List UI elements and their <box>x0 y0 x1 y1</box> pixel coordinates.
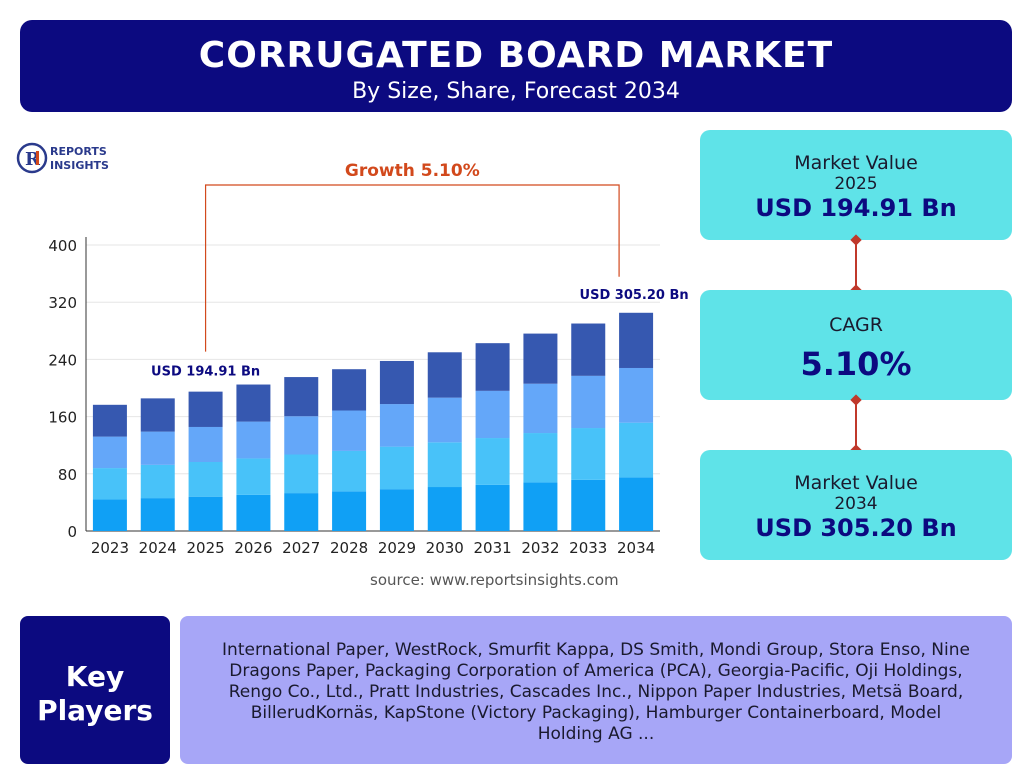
bar-segment-2029-3 <box>379 404 414 447</box>
source-note: source: www.reportsinsights.com <box>370 571 619 589</box>
bar-segment-2034-4 <box>619 312 654 368</box>
bar-segment-2030-2 <box>427 442 462 488</box>
y-tick-label: 0 <box>67 523 77 541</box>
y-tick-label: 400 <box>48 237 77 255</box>
x-tick-label: 2030 <box>426 539 464 557</box>
bar-segment-2031-4 <box>475 343 510 391</box>
bar-segment-2031-3 <box>475 390 510 439</box>
bar-segment-2025-1 <box>188 496 223 531</box>
bar-segment-2026-2 <box>236 458 271 495</box>
market-value-2034-year: 2034 <box>834 494 878 514</box>
market-value-2025-card: Market Value 2025 USD 194.91 Bn <box>700 130 1012 240</box>
market-value-2025-amount: USD 194.91 Bn <box>755 194 957 222</box>
x-tick-label: 2027 <box>282 539 320 557</box>
bar-segment-2023-1 <box>92 499 127 531</box>
value-label-2025: USD 194.91 Bn <box>151 365 260 380</box>
reports-insights-logo: R REPORTS INSIGHTS <box>16 142 136 176</box>
cagr-value: 5.10% <box>800 345 912 383</box>
header-banner: CORRUGATED BOARD MARKET By Size, Share, … <box>20 20 1012 112</box>
bar-segment-2032-2 <box>523 433 558 483</box>
bar-segment-2033-2 <box>571 428 606 480</box>
market-value-2025-year: 2025 <box>834 174 878 194</box>
bar-segment-2025-4 <box>188 391 223 427</box>
x-tick-label: 2034 <box>617 539 655 557</box>
bar-segment-2024-4 <box>140 398 175 432</box>
page-subtitle: By Size, Share, Forecast 2034 <box>352 79 680 104</box>
y-tick-label: 160 <box>48 409 77 427</box>
bar-segment-2029-4 <box>379 360 414 405</box>
bar-segment-2032-1 <box>523 482 558 531</box>
bar-segment-2031-1 <box>475 484 510 531</box>
bar-segment-2026-4 <box>236 384 271 422</box>
market-value-2034-label: Market Value <box>794 472 918 494</box>
bar-segment-2033-4 <box>571 323 606 376</box>
x-tick-label: 2023 <box>91 539 129 557</box>
logo-word-reports: REPORTS <box>50 145 107 158</box>
logo-mark-icon: R <box>16 142 48 174</box>
bar-segment-2030-4 <box>427 352 462 398</box>
bar-segment-2025-2 <box>188 462 223 497</box>
market-value-2025-label: Market Value <box>794 152 918 174</box>
bar-segment-2027-3 <box>284 416 319 455</box>
bar-segment-2024-3 <box>140 431 175 465</box>
x-tick-label: 2031 <box>473 539 511 557</box>
bar-segment-2034-1 <box>619 477 654 531</box>
bar-segment-2029-1 <box>379 489 414 531</box>
growth-bracket <box>204 184 620 352</box>
x-tick-label: 2026 <box>234 539 272 557</box>
market-bar-chart: 0 80 160 240 320 400 2023 2024 2025 2026 2027 2028 2… <box>48 161 689 557</box>
x-tick-label: 2032 <box>521 539 559 557</box>
bar-segment-2027-4 <box>284 377 319 417</box>
bar-segment-2034-2 <box>619 422 654 478</box>
bar-segment-2027-2 <box>284 454 319 494</box>
bar-segment-2030-1 <box>427 487 462 531</box>
x-tick-label: 2033 <box>569 539 607 557</box>
bar-segment-2028-3 <box>332 410 367 451</box>
key-players-label-line1: Key <box>65 660 125 693</box>
bar-segment-2024-1 <box>140 498 175 531</box>
bar-segment-2029-2 <box>379 446 414 490</box>
bar-segment-2026-3 <box>236 421 271 459</box>
bar-segment-2025-3 <box>188 426 223 463</box>
bar-segment-2023-4 <box>92 404 127 437</box>
y-tick-label: 80 <box>58 466 77 484</box>
key-players-label: Key Players <box>20 616 170 764</box>
x-tick-label: 2029 <box>378 539 416 557</box>
bar-segment-2033-1 <box>571 479 606 531</box>
y-tick-label: 240 <box>48 351 77 369</box>
x-tick-label: 2024 <box>139 539 177 557</box>
connector-line-1 <box>855 240 857 290</box>
bar-segment-2032-4 <box>523 333 558 384</box>
connector-line-2 <box>855 400 857 450</box>
cagr-card: CAGR 5.10% <box>700 290 1012 400</box>
value-label-2034: USD 305.20 Bn <box>580 288 689 303</box>
x-tick-label: 2025 <box>186 539 224 557</box>
key-players-label-line2: Players <box>37 694 153 727</box>
bar-segment-2023-2 <box>92 468 127 500</box>
logo-word-insights: INSIGHTS <box>50 159 109 172</box>
bar-segment-2031-2 <box>475 438 510 485</box>
cagr-label: CAGR <box>829 314 883 336</box>
bar-segment-2024-2 <box>140 464 175 499</box>
bar-segment-2028-1 <box>332 491 367 531</box>
growth-label: Growth 5.10% <box>345 161 480 181</box>
bar-segment-2034-3 <box>619 367 654 423</box>
bar-segment-2033-3 <box>571 375 606 429</box>
page-title: CORRUGATED BOARD MARKET <box>198 35 834 76</box>
bar-segment-2030-3 <box>427 397 462 443</box>
y-tick-label: 320 <box>48 294 77 312</box>
bar-segment-2032-3 <box>523 383 558 434</box>
bar-segment-2027-1 <box>284 493 319 531</box>
bar-segment-2028-2 <box>332 450 367 492</box>
bar-segment-2026-1 <box>236 494 271 531</box>
bar-segment-2028-4 <box>332 369 367 411</box>
market-value-2034-card: Market Value 2034 USD 305.20 Bn <box>700 450 1012 560</box>
market-value-2034-amount: USD 305.20 Bn <box>755 514 957 542</box>
x-tick-label: 2028 <box>330 539 368 557</box>
key-players-list: International Paper, WestRock, Smurfit K… <box>180 616 1012 764</box>
bar-segment-2023-3 <box>92 436 127 469</box>
